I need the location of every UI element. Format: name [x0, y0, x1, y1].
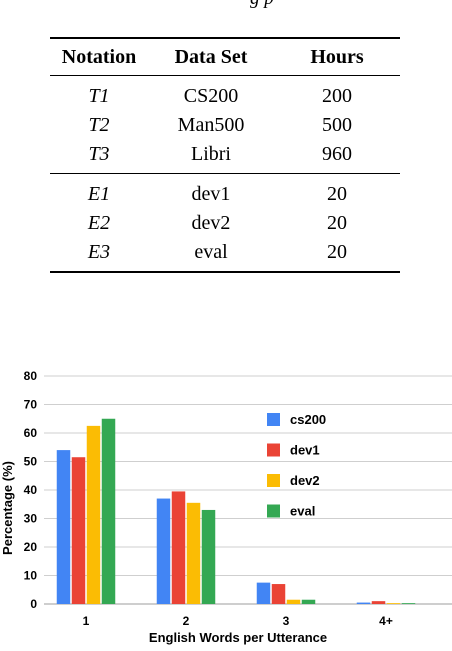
bar: [301, 599, 316, 604]
x-tick-label: 4+: [379, 614, 393, 628]
bar: [386, 603, 401, 604]
y-tick-label: 10: [24, 569, 38, 583]
table-row: T1 CS200 200: [50, 76, 400, 112]
x-tick-label: 2: [183, 614, 190, 628]
y-axis-label: Percentage (%): [0, 461, 15, 555]
chart-svg: 0 10 20 30 40 50 60 70 80 1 2 3 4+ Percentage (%) E…: [0, 369, 452, 645]
bar: [71, 457, 86, 604]
cell-dataset: CS200: [183, 85, 239, 107]
table-header-row: Notation Data Set Hours: [50, 37, 400, 76]
cell-notation: E1: [50, 173, 148, 209]
y-tick-label: 0: [30, 597, 37, 611]
table-caption-fragment: g p: [0, 0, 452, 14]
bar: [171, 491, 186, 604]
bar: [401, 603, 416, 604]
dataset-table: Notation Data Set Hours T1 CS200 200 T2 …: [50, 37, 400, 273]
header-hours: Hours: [274, 37, 400, 76]
header-dataset: Data Set: [148, 37, 274, 76]
table-row: T2 Man500 500: [50, 111, 400, 140]
cell-notation: E2: [87, 212, 111, 234]
bar: [371, 601, 386, 604]
bar-chart: 0 10 20 30 40 50 60 70 80 1 2 3 4+ Percentage (%) E…: [0, 360, 452, 646]
legend-label: cs200: [290, 412, 326, 427]
x-axis-label: English Words per Utterance: [149, 630, 327, 645]
header-notation: Notation: [50, 37, 148, 76]
legend-swatch: [267, 504, 280, 518]
y-tick-label: 30: [24, 512, 38, 526]
y-tick-label: 60: [24, 426, 38, 440]
cell-hours: 20: [274, 173, 400, 209]
bar: [86, 425, 101, 604]
bar: [271, 584, 286, 604]
cell-hours: 200: [322, 85, 352, 107]
cell-dataset: Man500: [177, 114, 245, 136]
legend-label: eval: [290, 504, 315, 519]
table-row: E3 eval 20: [50, 238, 400, 273]
bar: [186, 502, 201, 604]
y-tick-label: 20: [24, 540, 38, 554]
legend-label: dev2: [290, 473, 320, 488]
x-tick-labels: 1 2 3 4+: [83, 614, 393, 628]
bar: [56, 450, 71, 604]
bar: [101, 418, 116, 604]
bar: [256, 582, 271, 604]
cell-hours: 500: [322, 114, 352, 136]
legend-swatch: [267, 474, 280, 487]
bar: [156, 498, 171, 604]
table-row: T3 Libri 960: [50, 140, 400, 174]
y-tick-label: 80: [24, 369, 38, 383]
chart-bars: [56, 418, 416, 604]
cell-dataset: dev1: [148, 173, 274, 209]
legend-label: dev1: [290, 443, 320, 458]
cell-dataset: dev2: [191, 212, 231, 234]
table-row: E1 dev1 20: [50, 173, 400, 209]
bar: [286, 599, 301, 604]
cell-dataset: eval: [148, 238, 274, 273]
y-tick-labels: 0 10 20 30 40 50 60 70 80: [24, 369, 38, 611]
cell-dataset: Libri: [191, 143, 231, 165]
legend-swatch: [267, 413, 280, 426]
cell-hours: 20: [327, 212, 347, 234]
bar: [201, 509, 216, 604]
x-tick-label: 3: [283, 614, 290, 628]
cell-notation: T3: [88, 143, 110, 165]
y-tick-label: 50: [24, 455, 38, 469]
bar: [356, 602, 371, 604]
cell-notation: T2: [88, 114, 110, 136]
cell-hours: 960: [322, 143, 352, 165]
y-tick-label: 40: [24, 483, 38, 497]
legend-swatch: [267, 443, 280, 457]
cell-notation: T1: [88, 85, 110, 107]
cell-hours: 20: [274, 238, 400, 273]
y-tick-label: 70: [24, 398, 38, 412]
table-row: E2 dev2 20: [50, 209, 400, 238]
x-tick-label: 1: [83, 614, 90, 628]
caption-text: g p: [250, 0, 274, 10]
chart-legend: cs200 dev1 dev2 eval: [267, 412, 326, 519]
cell-notation: E3: [50, 238, 148, 273]
